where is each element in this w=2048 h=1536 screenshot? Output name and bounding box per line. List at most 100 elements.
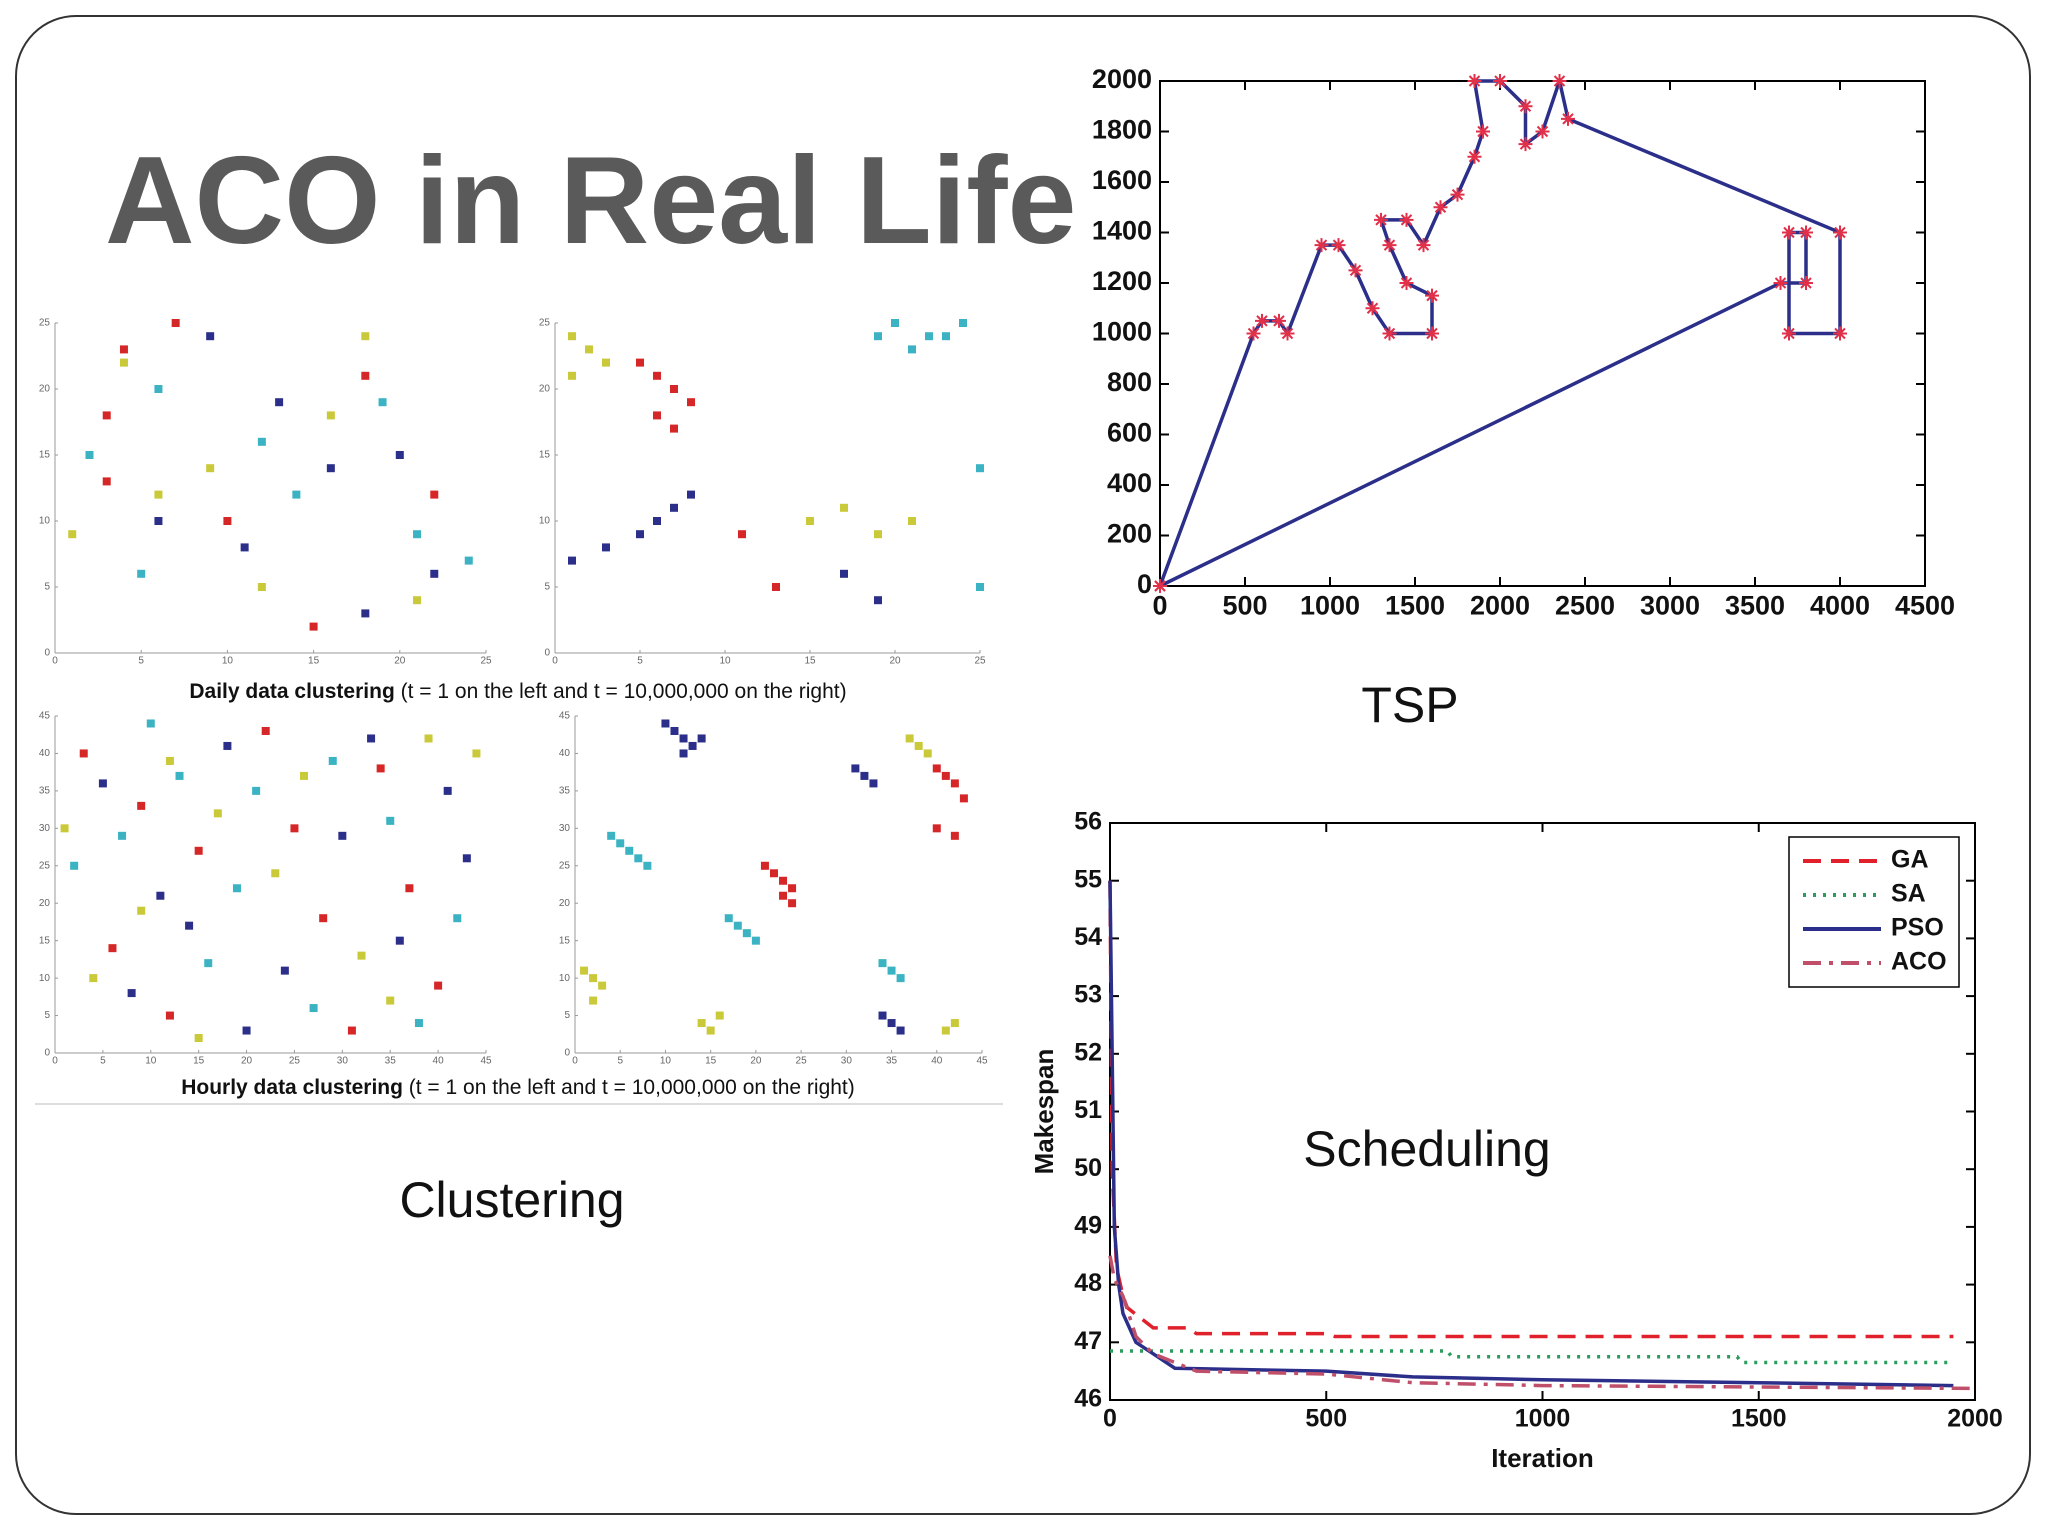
cluster-point: [194, 1034, 203, 1043]
y-tick-label: 25: [39, 860, 51, 871]
hourly-caption-bold: Hourly data clustering: [181, 1076, 403, 1099]
cluster-point: [636, 358, 644, 367]
y-tick-label: 1000: [1092, 317, 1152, 347]
cluster-point: [779, 876, 788, 885]
cluster-point: [585, 345, 593, 354]
x-tick-label: 5: [617, 1056, 623, 1067]
cluster-point: [171, 319, 180, 327]
cluster-point: [950, 1019, 959, 1028]
cluster-point: [687, 398, 695, 407]
cluster-point: [670, 726, 679, 735]
x-tick-label: 20: [394, 656, 406, 667]
x-tick-label: 45: [480, 1056, 492, 1067]
cluster-point: [275, 398, 284, 407]
y-tick-label: 20: [39, 384, 51, 395]
cluster-point: [357, 951, 366, 960]
y-tick-label: 5: [544, 582, 550, 593]
cluster-point: [165, 756, 174, 765]
cluster-point: [772, 583, 780, 591]
cluster-point: [932, 824, 941, 833]
legend-label: SA: [1891, 880, 1926, 908]
city-marker: [1425, 326, 1439, 341]
x-tick-label: 5: [100, 1056, 106, 1067]
cluster-point: [679, 749, 688, 758]
x-tick-label: 25: [974, 656, 986, 667]
series-line: [1108, 880, 1954, 1388]
y-tick-label: 1600: [1092, 165, 1152, 195]
cluster-point: [851, 764, 860, 773]
cluster-point: [453, 914, 462, 923]
scheduling-caption: Scheduling: [1303, 1121, 1550, 1177]
city-marker: [1331, 238, 1346, 253]
cluster-point: [257, 583, 266, 591]
x-tick-label: 15: [193, 1056, 205, 1067]
cluster-point: [108, 944, 117, 953]
cluster-point: [959, 319, 967, 327]
city-marker: [1425, 288, 1439, 303]
cluster-point: [434, 981, 443, 990]
cluster-point: [932, 764, 941, 773]
city-marker: [1552, 74, 1567, 88]
x-tick-label: 45: [976, 1056, 988, 1067]
y-tick-label: 10: [39, 516, 51, 527]
cluster-point: [68, 530, 77, 539]
y-tick-label: 54: [1074, 923, 1102, 951]
x-tick-label: 1000: [1300, 591, 1360, 621]
y-tick-label: 0: [44, 648, 50, 659]
x-tick-label: 500: [1222, 591, 1267, 621]
cluster-point: [175, 771, 184, 780]
daily-caption-rest: (t = 1 on the left and t = 10,000,000 on…: [395, 680, 847, 703]
y-tick-label: 0: [44, 1048, 50, 1059]
cluster-point: [806, 517, 814, 525]
cluster-point: [887, 1019, 896, 1028]
cluster-point: [715, 1011, 724, 1020]
cluster-point: [878, 959, 887, 968]
y-tick-label: 5: [44, 582, 50, 593]
x-tick-label: 35: [385, 1056, 397, 1067]
x-tick-label: 1000: [1515, 1405, 1571, 1433]
x-tick-label: 2000: [1947, 1405, 2003, 1433]
city-marker: [1246, 326, 1261, 341]
tsp-caption: TSP: [1361, 677, 1458, 733]
cluster-point: [950, 779, 959, 788]
cluster-point: [878, 1011, 887, 1020]
cluster-point: [185, 921, 194, 930]
cluster-point: [670, 424, 678, 433]
y-tick-label: 30: [559, 823, 571, 834]
y-tick-label: 46: [1074, 1385, 1102, 1413]
x-tick-label: 10: [222, 656, 234, 667]
y-tick-label: 1200: [1092, 266, 1152, 296]
cluster-point: [443, 786, 452, 795]
cluster-point: [887, 966, 896, 975]
cluster-point: [85, 451, 94, 459]
city-marker: [1535, 124, 1550, 139]
cluster-point: [941, 1026, 950, 1035]
cluster-point: [395, 451, 404, 459]
cluster-point: [223, 517, 232, 525]
cluster-point: [580, 966, 589, 975]
city-marker: [1255, 313, 1269, 328]
cluster-point: [413, 596, 422, 605]
cluster-point: [738, 530, 746, 539]
cluster-point: [874, 530, 882, 539]
cluster-point: [127, 989, 136, 998]
cluster-point: [905, 734, 914, 743]
cluster-point: [687, 490, 695, 499]
y-tick-label: 15: [39, 935, 51, 946]
cluster-point: [154, 517, 163, 525]
slide-border: [15, 15, 2031, 1515]
y-tick-label: 49: [1074, 1212, 1102, 1240]
cluster-point: [568, 556, 576, 565]
cluster-point: [206, 332, 215, 341]
city-marker: [1467, 74, 1482, 88]
cluster-point: [643, 861, 652, 870]
cluster-point: [223, 741, 232, 750]
x-tick-label: 5: [138, 656, 144, 667]
cluster-point: [896, 974, 905, 983]
city-marker: [1433, 200, 1448, 215]
y-tick-label: 1400: [1092, 216, 1152, 246]
cluster-point: [616, 839, 625, 848]
city-marker: [1399, 212, 1414, 227]
x-tick-label: 0: [552, 656, 558, 667]
